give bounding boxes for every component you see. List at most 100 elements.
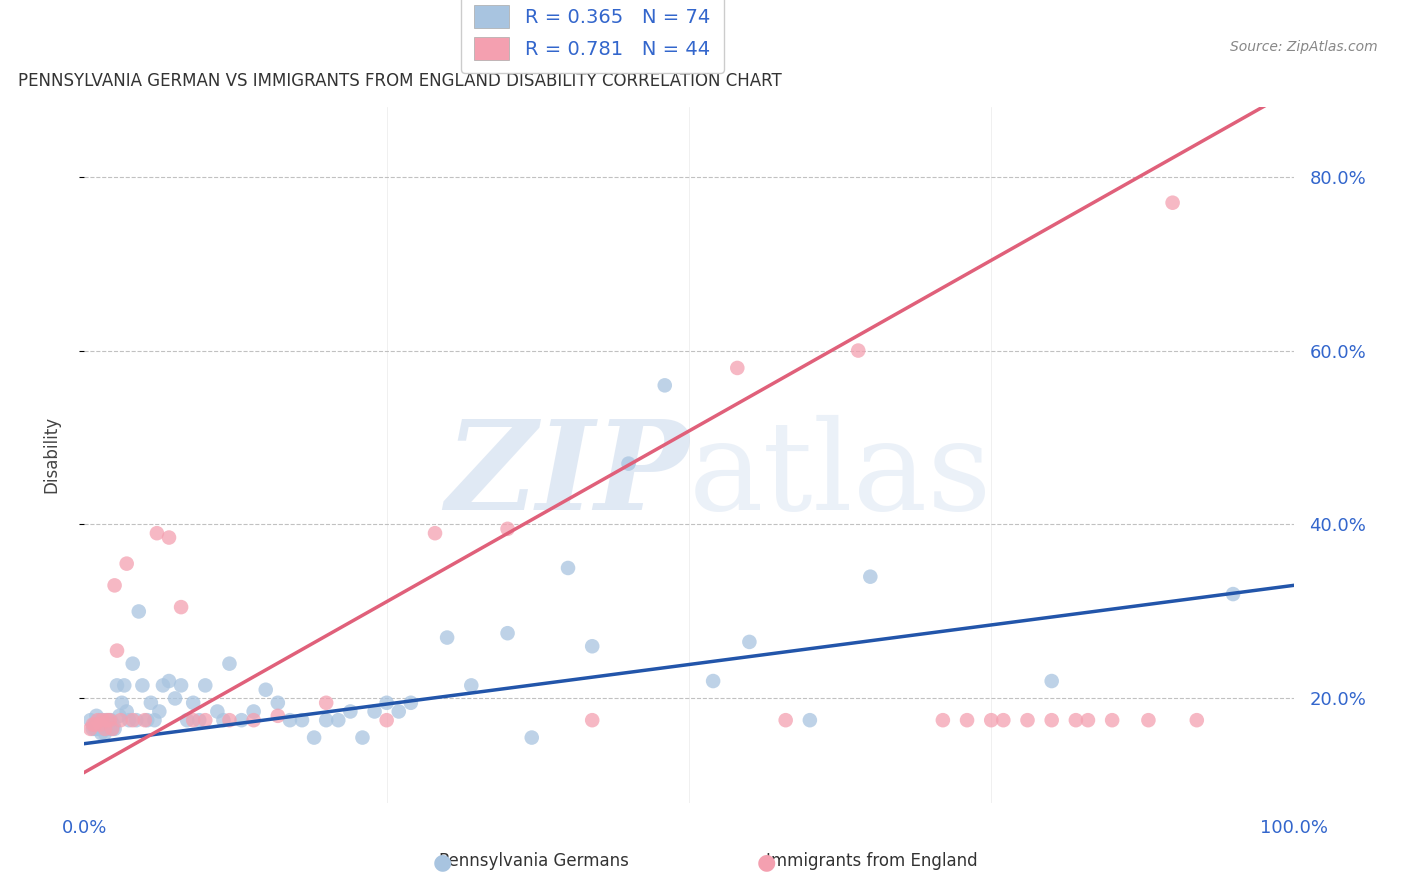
Point	[152, 678, 174, 692]
Point	[932, 713, 955, 727]
Point	[496, 522, 519, 536]
Point	[267, 708, 290, 723]
Point	[115, 557, 138, 571]
Point	[375, 713, 398, 727]
Point	[105, 678, 128, 692]
Point	[1040, 713, 1063, 727]
Point	[101, 722, 124, 736]
Point	[267, 696, 290, 710]
Point	[131, 678, 153, 692]
Point	[520, 731, 543, 745]
Text: PENNSYLVANIA GERMAN VS IMMIGRANTS FROM ENGLAND DISABILITY CORRELATION CHART: PENNSYLVANIA GERMAN VS IMMIGRANTS FROM E…	[18, 72, 782, 90]
Point	[91, 713, 114, 727]
Point	[1185, 713, 1208, 727]
Point	[363, 705, 385, 719]
Point	[980, 713, 1002, 727]
Point	[1017, 713, 1039, 727]
Point	[104, 578, 127, 592]
Point	[617, 457, 640, 471]
Point	[121, 713, 143, 727]
Point	[956, 713, 979, 727]
Point	[125, 713, 148, 727]
Point	[315, 696, 337, 710]
Point	[86, 722, 108, 736]
Point	[328, 713, 350, 727]
Point	[423, 526, 446, 541]
Point	[799, 713, 821, 727]
Point	[90, 726, 112, 740]
Point	[725, 361, 748, 376]
Point	[188, 713, 211, 727]
Point	[105, 643, 128, 657]
Point	[128, 605, 150, 619]
Point	[87, 717, 110, 731]
Point	[165, 691, 187, 706]
Point	[146, 526, 169, 541]
Point	[136, 713, 159, 727]
Point	[436, 631, 458, 645]
Point	[104, 722, 127, 736]
Point	[388, 705, 411, 719]
Point	[83, 717, 105, 731]
Legend: R = 0.365   N = 74, R = 0.781   N = 44: R = 0.365 N = 74, R = 0.781 N = 44	[461, 0, 724, 73]
Point	[94, 726, 117, 740]
Point	[654, 378, 676, 392]
Point	[176, 713, 198, 727]
Point	[581, 713, 603, 727]
Point	[89, 717, 111, 731]
Point	[775, 713, 797, 727]
Text: ●: ●	[756, 853, 776, 872]
Point	[1064, 713, 1087, 727]
Point	[112, 678, 135, 692]
Point	[115, 705, 138, 719]
Point	[82, 722, 104, 736]
Point	[94, 722, 117, 736]
Point	[212, 713, 235, 727]
Point	[1137, 713, 1160, 727]
Point	[1222, 587, 1244, 601]
Point	[98, 713, 121, 727]
Text: Pennsylvania Germans: Pennsylvania Germans	[439, 852, 630, 870]
Point	[86, 713, 108, 727]
Point	[96, 722, 118, 736]
Point	[352, 731, 374, 745]
Point	[79, 722, 101, 736]
Point	[86, 708, 108, 723]
Point	[254, 682, 277, 697]
Point	[557, 561, 579, 575]
Point	[91, 713, 114, 727]
Point	[581, 639, 603, 653]
Text: Source: ZipAtlas.com: Source: ZipAtlas.com	[1230, 40, 1378, 54]
Point	[100, 713, 122, 727]
Point	[93, 722, 115, 736]
Point	[97, 713, 120, 727]
Point	[194, 678, 217, 692]
Point	[96, 713, 118, 727]
Point	[134, 713, 156, 727]
Point	[157, 531, 180, 545]
Point	[148, 705, 170, 719]
Point	[84, 717, 107, 731]
Point	[111, 696, 134, 710]
Point	[181, 696, 204, 710]
Y-axis label: Disability: Disability	[42, 417, 60, 493]
Point	[1161, 195, 1184, 210]
Point	[84, 722, 107, 736]
Point	[98, 722, 121, 736]
Point	[79, 713, 101, 727]
Point	[993, 713, 1015, 727]
Point	[231, 713, 253, 727]
Point	[218, 657, 240, 671]
Point	[291, 713, 314, 727]
Point	[94, 713, 117, 727]
Text: ZIP: ZIP	[446, 415, 689, 537]
Text: ●: ●	[433, 853, 453, 872]
Point	[375, 696, 398, 710]
Point	[103, 717, 125, 731]
Point	[859, 569, 882, 583]
Point	[738, 635, 761, 649]
Point	[460, 678, 482, 692]
Point	[278, 713, 301, 727]
Point	[242, 705, 264, 719]
Point	[181, 713, 204, 727]
